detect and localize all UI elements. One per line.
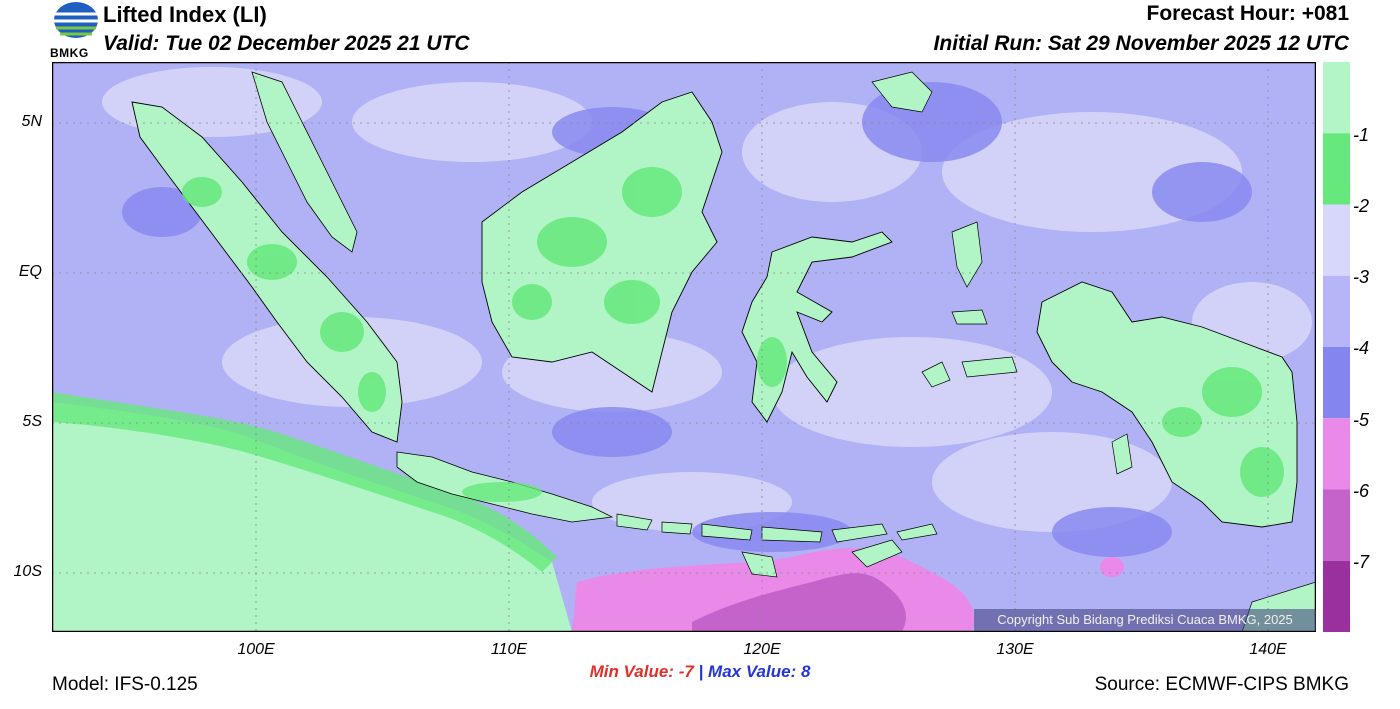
y-tick-label: 5S: [22, 413, 42, 430]
southwest-green-band: [52, 392, 557, 572]
colorbar: [1323, 62, 1350, 632]
colorbar-segment: [1323, 133, 1350, 205]
colorbar-segment: [1323, 62, 1350, 134]
y-tick-label: EQ: [18, 263, 42, 280]
land-lesser-sunda: [616, 513, 938, 578]
colorbar-segment: [1323, 347, 1350, 419]
land-new-guinea: [1036, 281, 1298, 528]
copyright-notice: Copyright Sub Bidang Prediksi Cuaca BMKG…: [974, 609, 1316, 631]
unstable-spot-papua-south: [1100, 557, 1124, 577]
unstable-region-magenta: [692, 573, 906, 632]
x-tick-label: 100E: [237, 641, 275, 658]
stats-separator: |: [698, 662, 704, 681]
x-tick-label: 140E: [1249, 641, 1287, 658]
max-value: 8: [800, 662, 811, 681]
x-tick-label: 110E: [490, 641, 528, 658]
colorbar-segment: [1323, 489, 1350, 561]
land-malay-peninsula: [251, 71, 358, 253]
colorbar-label: -5: [1353, 410, 1370, 430]
y-tick-label: 5N: [21, 113, 42, 130]
colorbar-label: -3: [1353, 267, 1370, 287]
colorbar-label: -7: [1353, 552, 1370, 572]
forecast-hour: Forecast Hour: +081: [1146, 2, 1350, 25]
min-value-label: Min Value:: [589, 662, 674, 681]
java-green-patch: [462, 482, 542, 502]
sulawesi-green-patch: [757, 337, 787, 387]
lifted-index-map: [52, 62, 1316, 632]
sumatra-green-patches: [182, 177, 386, 412]
model-info: Model: IFS-0.125: [52, 674, 198, 695]
colorbar-label: -1: [1353, 125, 1370, 145]
x-tick-label: 120E: [743, 641, 781, 658]
colorbar-segment: [1323, 418, 1350, 490]
logo-text: BMKG: [50, 46, 89, 60]
colorbar-label: -2: [1353, 196, 1370, 216]
max-value-label: Max Value:: [708, 662, 797, 681]
colorbar-segment: [1323, 275, 1350, 347]
x-tick-label: 130E: [996, 641, 1034, 658]
initial-run: Initial Run: Sat 29 November 2025 12 UTC: [933, 32, 1349, 55]
map-gridlines: [52, 62, 1316, 632]
colorbar-label: -6: [1353, 481, 1370, 501]
valid-time: Valid: Tue 02 December 2025 21 UTC: [103, 32, 470, 55]
land-maluku: [921, 221, 1133, 475]
min-value: -7: [678, 662, 694, 681]
southwest-green-region: [52, 402, 572, 632]
land-mindanao: [871, 71, 933, 113]
min-max-stats: Min Value: -7 | Max Value: 8: [0, 662, 1400, 682]
map-title: Lifted Index (LI): [103, 2, 267, 27]
borneo-green-patches: [512, 167, 682, 324]
colorbar-segment: [1323, 204, 1350, 276]
new-guinea-green-patches: [1162, 367, 1284, 497]
source-info: Source: ECMWF-CIPS BMKG: [1094, 674, 1349, 695]
colorbar-segment: [1323, 560, 1350, 632]
y-tick-label: 10S: [13, 563, 42, 580]
colorbar-label: -4: [1353, 338, 1370, 358]
bmkg-globe-icon: [54, 2, 98, 38]
